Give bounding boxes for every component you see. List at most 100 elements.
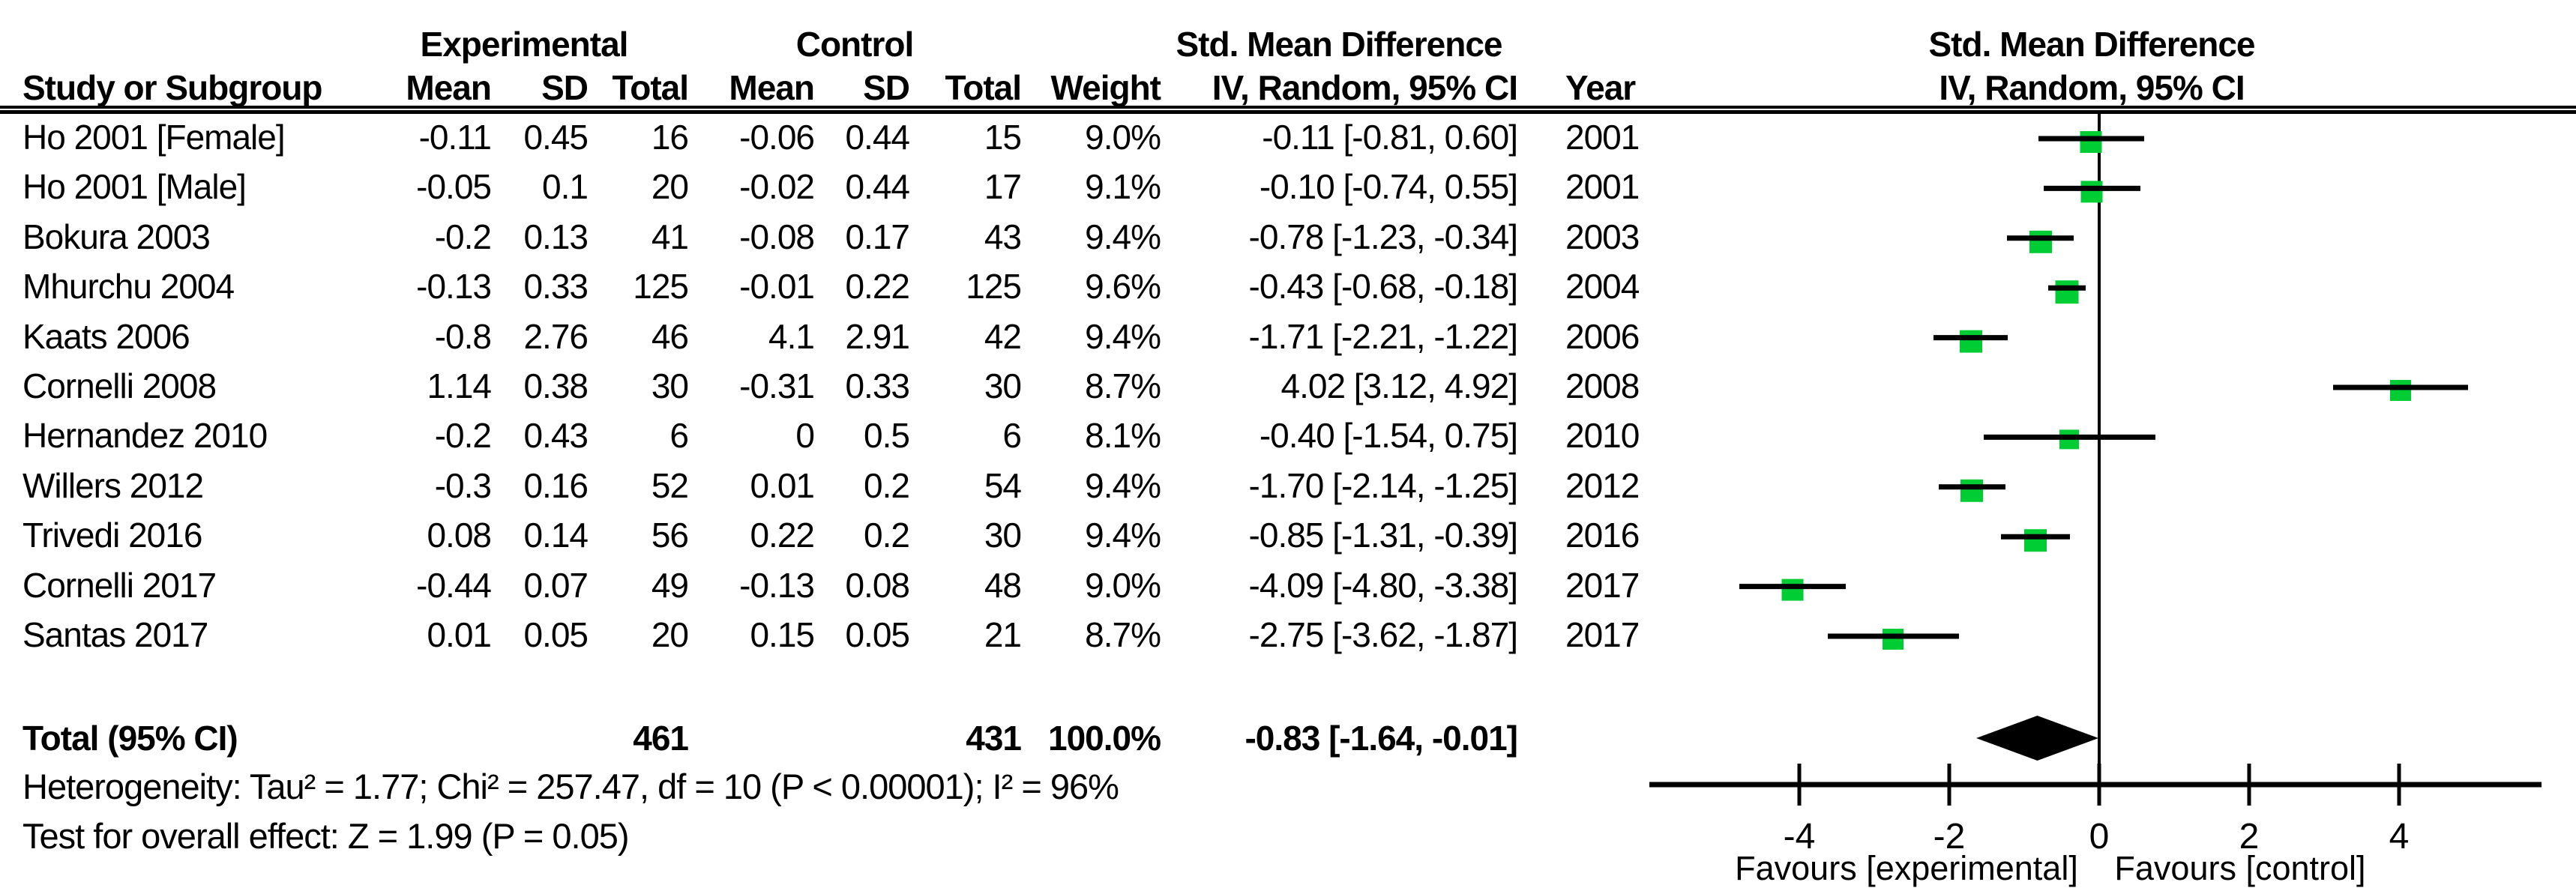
overall-effect-note: Test for overall effect: Z = 1.99 (P = 0… <box>22 816 630 856</box>
cell-study: Cornelli 2017 <box>22 565 217 605</box>
cell-study: Kaats 2006 <box>22 316 190 356</box>
cell-ci: -4.09 [-4.80, -3.38] <box>1248 565 1518 605</box>
cell-exp-sd: 2.76 <box>523 316 589 356</box>
cell-ctl-total: 54 <box>984 465 1022 505</box>
col-header-weight: Weight <box>1050 68 1161 107</box>
cell-weight: 9.0% <box>1085 118 1161 157</box>
cell-study: Willers 2012 <box>22 465 204 505</box>
cell-ctl-sd: 0.05 <box>845 614 910 654</box>
cell-exp-total: 20 <box>651 167 689 207</box>
cell-exp-total: 56 <box>651 516 689 555</box>
cell-ctl-mean: 0.15 <box>750 614 815 654</box>
effect-marker <box>1960 479 1983 502</box>
cell-study: Santas 2017 <box>22 614 208 654</box>
cell-ctl-sd: 0.08 <box>845 565 910 605</box>
cell-year: 2010 <box>1565 416 1640 456</box>
cell-ci: -0.78 [-1.23, -0.34] <box>1248 217 1518 256</box>
cell-study: Ho 2001 [Male] <box>22 167 247 207</box>
cell-ctl-total: 30 <box>984 366 1022 405</box>
cell-year: 2003 <box>1565 217 1640 256</box>
table-header: Experimental Control Std. Mean Differenc… <box>0 22 1637 109</box>
cell-exp-mean: -0.05 <box>416 167 492 207</box>
total-row: Total (95% CI) 461 431 100.0% -0.83 [-1.… <box>0 713 1637 763</box>
effect-marker <box>2029 230 2052 253</box>
cell-ci: -0.10 [-0.74, 0.55] <box>1259 167 1518 207</box>
total-ctl-n: 431 <box>966 719 1022 758</box>
cell-study: Mhurchu 2004 <box>22 267 235 306</box>
cell-ctl-total: 15 <box>984 118 1022 157</box>
cell-ctl-mean: 0.01 <box>750 465 815 505</box>
total-weight: 100.0% <box>1047 719 1161 758</box>
cell-exp-sd: 0.05 <box>523 614 589 654</box>
cell-study: Ho 2001 [Female] <box>22 118 286 157</box>
cell-exp-mean: 1.14 <box>427 366 492 405</box>
cell-exp-sd: 0.38 <box>523 366 589 405</box>
cell-study: Cornelli 2008 <box>22 366 217 405</box>
effect-marker <box>2390 380 2411 401</box>
heterogeneity-note: Heterogeneity: Tau² = 1.77; Chi² = 257.4… <box>22 767 1119 806</box>
cell-exp-total: 52 <box>651 465 689 505</box>
header-rule-bottom <box>0 110 2576 114</box>
cell-ctl-mean: 0 <box>795 416 815 456</box>
cell-ctl-sd: 0.44 <box>845 167 910 207</box>
col-header-exp-sd: SD <box>541 68 589 107</box>
cell-study: Hernandez 2010 <box>22 416 268 456</box>
cell-ctl-sd: 0.33 <box>845 366 910 405</box>
cell-year: 2006 <box>1565 316 1640 356</box>
cell-ci: -0.11 [-0.81, 0.60] <box>1262 118 1518 157</box>
effect-marker <box>1781 579 1804 601</box>
col-header-study: Study or Subgroup <box>22 68 323 107</box>
cell-ctl-mean: -0.02 <box>739 167 815 207</box>
total-exp-n: 461 <box>633 719 689 758</box>
cell-ci: -1.70 [-2.14, -1.25] <box>1248 465 1518 505</box>
cell-ci: -0.85 [-1.31, -0.39] <box>1248 516 1518 555</box>
cell-weight: 9.4% <box>1085 316 1161 356</box>
effect-marker <box>2080 131 2102 153</box>
cell-year: 2016 <box>1565 516 1640 555</box>
cell-ctl-total: 43 <box>984 217 1022 256</box>
cell-weight: 8.7% <box>1085 614 1161 654</box>
cell-year: 2008 <box>1565 366 1640 405</box>
effect-marker <box>2080 181 2103 203</box>
group-header-smd: Std. Mean Difference <box>1176 25 1503 64</box>
col-header-exp-total: Total <box>612 68 689 107</box>
cell-ctl-mean: -0.06 <box>739 118 815 157</box>
cell-exp-total: 125 <box>633 267 689 306</box>
cell-exp-total: 49 <box>651 565 689 605</box>
cell-study: Bokura 2003 <box>22 217 211 256</box>
cell-weight: 9.1% <box>1085 167 1161 207</box>
cell-ctl-sd: 0.22 <box>845 267 910 306</box>
cell-exp-sd: 0.14 <box>523 516 589 555</box>
cell-exp-sd: 0.1 <box>542 167 589 207</box>
cell-exp-sd: 0.07 <box>523 565 589 605</box>
cell-weight: 9.4% <box>1085 217 1161 256</box>
group-header-control: Control <box>795 25 915 64</box>
cell-ctl-sd: 0.17 <box>845 217 910 256</box>
cell-year: 2001 <box>1565 118 1640 157</box>
cell-study: Trivedi 2016 <box>22 516 202 555</box>
cell-exp-mean: -0.13 <box>416 267 492 306</box>
cell-year: 2012 <box>1565 465 1640 505</box>
cell-exp-sd: 0.33 <box>523 267 589 306</box>
cell-ctl-total: 125 <box>966 267 1022 306</box>
cell-exp-total: 20 <box>651 614 689 654</box>
cell-weight: 8.7% <box>1085 366 1161 405</box>
cell-ctl-mean: 4.1 <box>768 316 815 356</box>
cell-exp-mean: -0.2 <box>434 416 492 456</box>
plot-header-method: IV, Random, 95% CI <box>1939 68 2245 107</box>
cell-year: 2004 <box>1565 267 1640 306</box>
cell-weight: 9.4% <box>1085 465 1161 505</box>
cell-weight: 9.0% <box>1085 565 1161 605</box>
cell-ctl-mean: -0.31 <box>739 366 815 405</box>
cell-ctl-total: 42 <box>984 316 1022 356</box>
tick-label: 2 <box>2239 817 2260 857</box>
cell-ctl-total: 48 <box>984 565 1022 605</box>
cell-ctl-sd: 0.2 <box>864 516 910 555</box>
cell-exp-mean: -0.8 <box>434 316 492 356</box>
cell-exp-total: 41 <box>651 217 689 256</box>
cell-ctl-sd: 2.91 <box>845 316 910 356</box>
effect-marker <box>1960 330 1982 353</box>
cell-exp-mean: 0.08 <box>427 516 492 555</box>
